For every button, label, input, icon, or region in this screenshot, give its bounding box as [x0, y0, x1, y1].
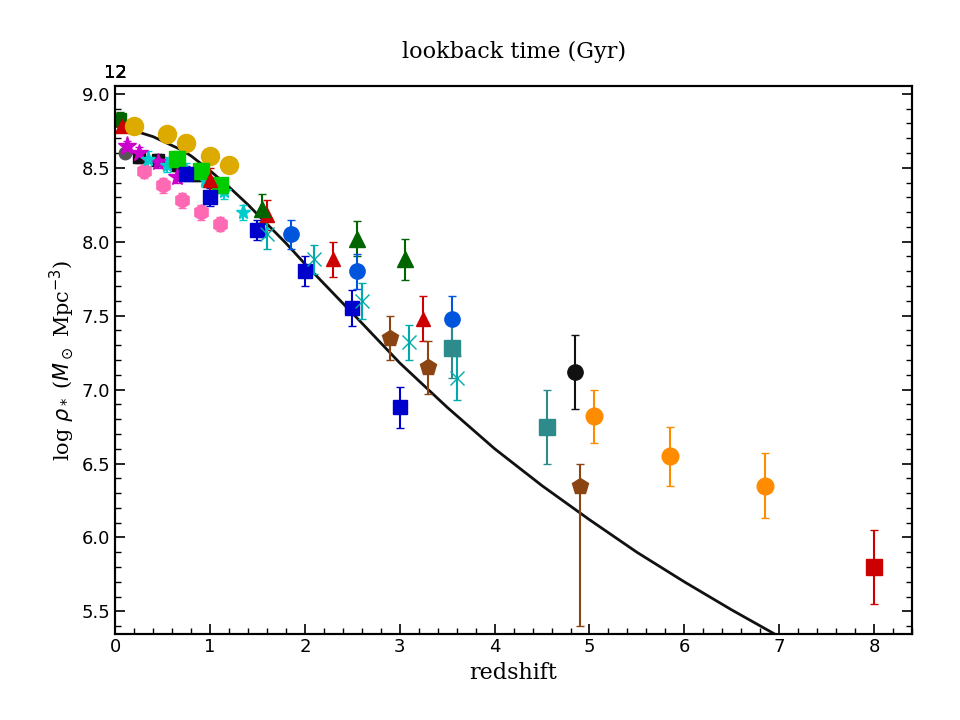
X-axis label: redshift: redshift: [469, 662, 558, 684]
Y-axis label: log $\rho_*$ ($M_\odot$ Mpc$^{-3}$): log $\rho_*$ ($M_\odot$ Mpc$^{-3}$): [47, 259, 76, 461]
X-axis label: lookback time (Gyr): lookback time (Gyr): [401, 41, 626, 63]
